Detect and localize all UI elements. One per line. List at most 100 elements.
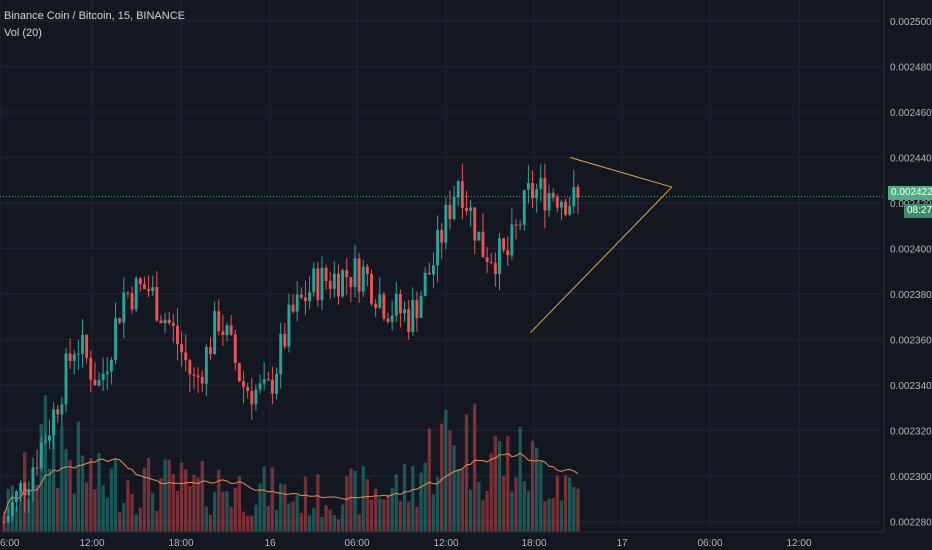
volume-bar: [97, 453, 101, 532]
candle-body: [48, 435, 51, 441]
volume-bar: [572, 487, 576, 532]
candle-body: [155, 287, 159, 321]
volume-bar: [14, 506, 19, 532]
candle-body: [423, 272, 427, 296]
candle-body: [217, 311, 221, 332]
volume-bar: [27, 498, 31, 532]
volume-bar: [89, 458, 93, 532]
volume-bar: [151, 493, 155, 532]
symbol-title[interactable]: Binance Coin / Bitcoin, 15, BINANCE: [4, 10, 185, 22]
time-tick-label: 17: [616, 538, 628, 549]
candle-body: [568, 206, 572, 215]
triangle-drawing[interactable]: [530, 157, 673, 334]
volume-bar: [250, 515, 254, 532]
volume-bar: [349, 468, 353, 532]
volume-bar: [386, 494, 390, 532]
volume-bar: [312, 508, 316, 532]
candle-body: [10, 502, 14, 516]
candle-body: [15, 491, 18, 503]
volume-bar: [373, 488, 378, 532]
candle-body: [171, 323, 175, 326]
candle-body: [456, 181, 460, 198]
volume-bar: [64, 448, 68, 532]
volume-bar: [307, 515, 312, 532]
candle-body: [316, 268, 320, 301]
candle-body: [159, 320, 163, 323]
volume-bar: [142, 467, 147, 532]
candle-body: [386, 318, 390, 322]
volume-bar: [489, 453, 493, 532]
volume-bar: [68, 459, 72, 532]
volume-bar: [47, 468, 52, 532]
volume-bar: [411, 466, 415, 532]
candle-body: [493, 262, 497, 274]
candle-body: [72, 354, 76, 361]
volume-bar: [229, 506, 233, 532]
candle-body: [448, 204, 452, 219]
trendline: [530, 186, 673, 334]
candle-body: [101, 373, 105, 381]
volume-bar: [171, 474, 175, 532]
volume-bar: [518, 426, 522, 532]
candle-body: [200, 377, 204, 384]
candle-body: [535, 189, 539, 198]
volume-bar: [551, 498, 555, 532]
volume-bar: [303, 476, 308, 532]
volume-bar: [506, 436, 510, 532]
volume-bar: [407, 501, 411, 532]
candle-body: [427, 272, 431, 275]
volume-bar: [460, 469, 464, 532]
candle-body: [204, 347, 208, 384]
candle-body: [370, 273, 373, 304]
candle-body: [299, 294, 303, 298]
volume-bar: [299, 512, 303, 532]
volume-bar: [258, 483, 262, 532]
volume-bar: [233, 487, 237, 532]
candle-body: [130, 293, 134, 310]
volume-bar: [464, 414, 469, 532]
candle-body: [312, 268, 316, 293]
candle-body: [105, 371, 109, 374]
volume-bar: [539, 461, 543, 532]
countdown-tag: 08:27: [904, 204, 932, 218]
volume-bar: [179, 462, 184, 532]
candle-body: [345, 270, 349, 278]
candle-body: [498, 238, 501, 274]
candle-body: [188, 360, 192, 375]
candle-body: [85, 334, 89, 358]
volume-bar: [237, 476, 242, 532]
volume-bar: [563, 475, 568, 532]
volume-bar: [56, 487, 60, 532]
volume-bar: [291, 501, 295, 532]
volume-bar: [274, 510, 279, 532]
volume-bar: [146, 457, 151, 532]
time-axis[interactable]: 6:00 12:00 18:00 16 06:00 12:00 18:00 17 06:00 12…: [0, 531, 884, 549]
volume-bar: [394, 474, 398, 532]
candle-body: [209, 347, 212, 355]
volume-bar: [51, 413, 56, 532]
candle-body: [576, 187, 580, 198]
volume-bar: [435, 476, 440, 532]
volume-bar: [501, 475, 506, 532]
candle-body: [60, 404, 64, 415]
candle-body: [225, 325, 229, 336]
volume-bar: [200, 461, 204, 532]
candle-body: [564, 201, 567, 215]
candle-body: [56, 409, 60, 415]
candle-body: [526, 183, 530, 190]
candle-body: [167, 319, 171, 324]
candle-body: [283, 333, 287, 347]
volume-bar: [122, 503, 126, 532]
volume-legend[interactable]: Vol (20): [4, 27, 42, 39]
candle-body: [19, 483, 23, 492]
volume-bar: [93, 489, 97, 532]
candle-body: [506, 250, 510, 256]
candle-body: [213, 311, 217, 355]
candle-body: [332, 273, 336, 289]
volume-bar: [262, 466, 266, 532]
